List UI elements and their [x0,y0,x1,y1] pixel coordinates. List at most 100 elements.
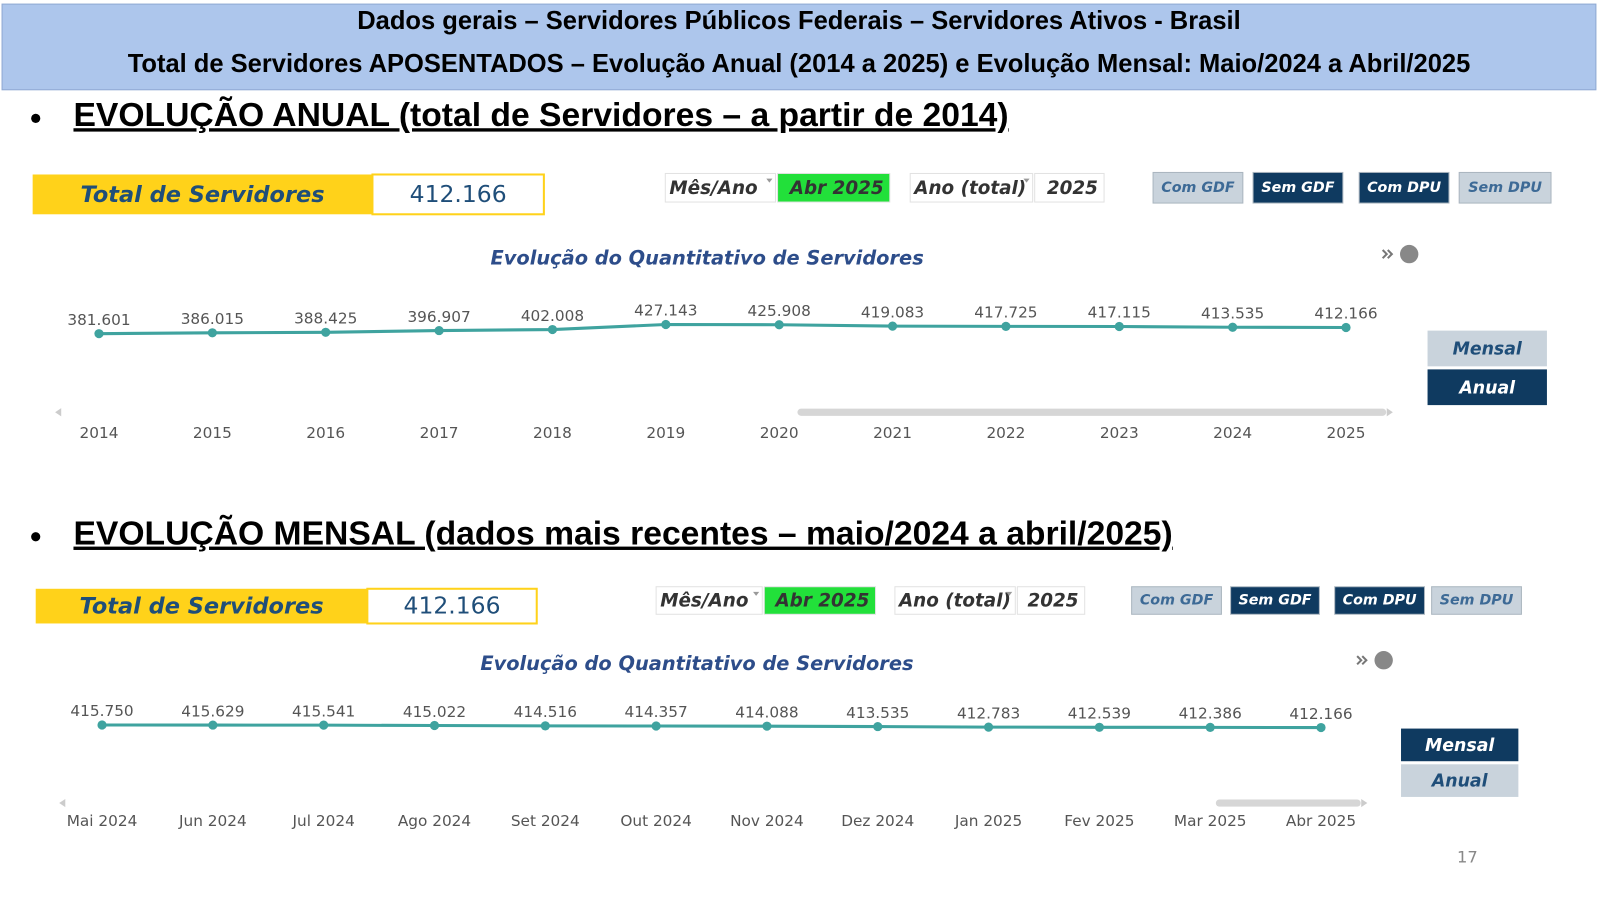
filter-button[interactable] [1131,586,1222,615]
bullet [31,113,41,123]
total-value: 412.166 [410,180,507,208]
data-label: 415.750 [70,702,133,720]
x-tick-label: Dez 2024 [841,812,914,830]
view-button-label: Mensal [1453,339,1523,359]
point [208,720,218,730]
data-label: 412.539 [1068,705,1131,723]
point [1205,722,1215,732]
expand-icon[interactable] [1356,655,1368,666]
view-button[interactable] [1427,330,1547,367]
chart-title: Evolução do Quantitativo de Servidores [491,247,924,270]
x-tick-label: Out 2024 [620,812,692,830]
data-label: 427.143 [634,302,697,320]
filter-button[interactable] [1252,171,1344,204]
view-button-label: Anual [1457,378,1516,398]
x-tick-label: 2016 [306,424,345,442]
x-tick-label: 2014 [80,424,119,442]
point [319,720,329,730]
view-button[interactable] [1401,728,1519,762]
x-tick-label: 2021 [873,424,912,442]
filter-button[interactable] [1230,586,1320,615]
view-button[interactable] [1401,764,1519,797]
scroll-arrow[interactable] [59,798,1368,808]
data-label: 414.088 [735,703,798,721]
data-label: 415.629 [181,702,244,720]
data-label: 412.166 [1314,305,1377,323]
filter-box [777,172,891,203]
x-tick-label: 2015 [193,424,232,442]
help-icon[interactable] [1374,651,1393,670]
data-label: 402.008 [521,307,584,325]
x-tick-label: Abr 2025 [1286,812,1356,830]
x-tick-label: Jan 2025 [954,812,1022,830]
view-button-label: Mensal [1425,736,1495,756]
filter-button[interactable] [1458,171,1552,204]
line [102,723,1322,730]
x-tick-label: Fev 2025 [1064,812,1134,830]
section-heading: EVOLUÇÃO MENSAL (dados mais recentes – m… [73,515,1172,553]
point [1114,321,1124,332]
data-label: 386.015 [181,310,244,328]
filter-box[interactable] [664,172,777,203]
x-tick-label: 2018 [533,424,572,442]
total-label: Total de Servidores [79,594,323,620]
point [94,329,104,339]
point [661,319,671,330]
filter-button-label: Sem DPU [1468,180,1542,196]
filter-button[interactable] [1152,171,1244,204]
data-label: 396.907 [407,308,470,326]
point [887,321,898,331]
filter-box[interactable] [894,586,1016,615]
data-label: 412.783 [957,704,1020,722]
page-number: 17 [1457,848,1478,867]
total-box [32,174,373,215]
dropdown-arrow [1006,591,1013,596]
total-label: Total de Servidores [80,182,324,208]
point [434,325,444,336]
expand-icon[interactable] [1381,249,1394,259]
chart-title: Evolução do Quantitativo de Servidores [480,652,913,675]
data-label: 419.083 [861,303,924,321]
filter-button[interactable] [1334,586,1425,615]
filter-box [1016,586,1086,615]
filter-box [1034,172,1105,203]
filter-box[interactable] [909,172,1034,203]
filter-button[interactable] [1431,586,1522,615]
data-label: 417.115 [1088,304,1151,322]
filter-button-label: Sem GDF [1261,180,1334,196]
point [1316,722,1326,733]
filter-button-label: Com DPU [1367,180,1441,196]
data-label: 415.022 [403,703,466,721]
point [97,720,107,730]
filter-button-label: Sem GDF [1238,593,1311,609]
filter-label: Mês/Ano [660,591,748,612]
point [1001,321,1011,331]
total-value: 412.166 [404,592,501,620]
x-tick-label: Nov 2024 [730,812,804,830]
point [1228,322,1238,332]
filter-button[interactable] [1358,171,1450,204]
x-tick-label: Mar 2025 [1174,812,1247,830]
header-title: Dados gerais – Servidores Públicos Feder… [357,7,1240,35]
data-label: 413.535 [1201,304,1264,322]
help-icon[interactable] [1400,244,1419,264]
filter-button-label: Com DPU [1343,593,1417,609]
filter-box[interactable] [655,586,763,615]
filter-box [763,586,877,615]
section-heading: EVOLUÇÃO ANUAL (total de Servidores – a … [73,96,1008,134]
data-label: 413.535 [846,704,909,722]
x-tick-label: 2019 [646,424,685,442]
data-label: 412.386 [1179,705,1242,723]
total-value-box [371,173,545,216]
point [762,721,772,731]
x-tick-label: 2022 [986,424,1025,442]
data-label: 415.541 [292,702,355,720]
x-tick-label: 2023 [1100,424,1139,442]
point [651,721,661,731]
total-value-box [366,587,538,625]
point [207,328,217,338]
view-button[interactable] [1427,369,1547,406]
filter-button-label: Com GDF [1161,180,1235,196]
